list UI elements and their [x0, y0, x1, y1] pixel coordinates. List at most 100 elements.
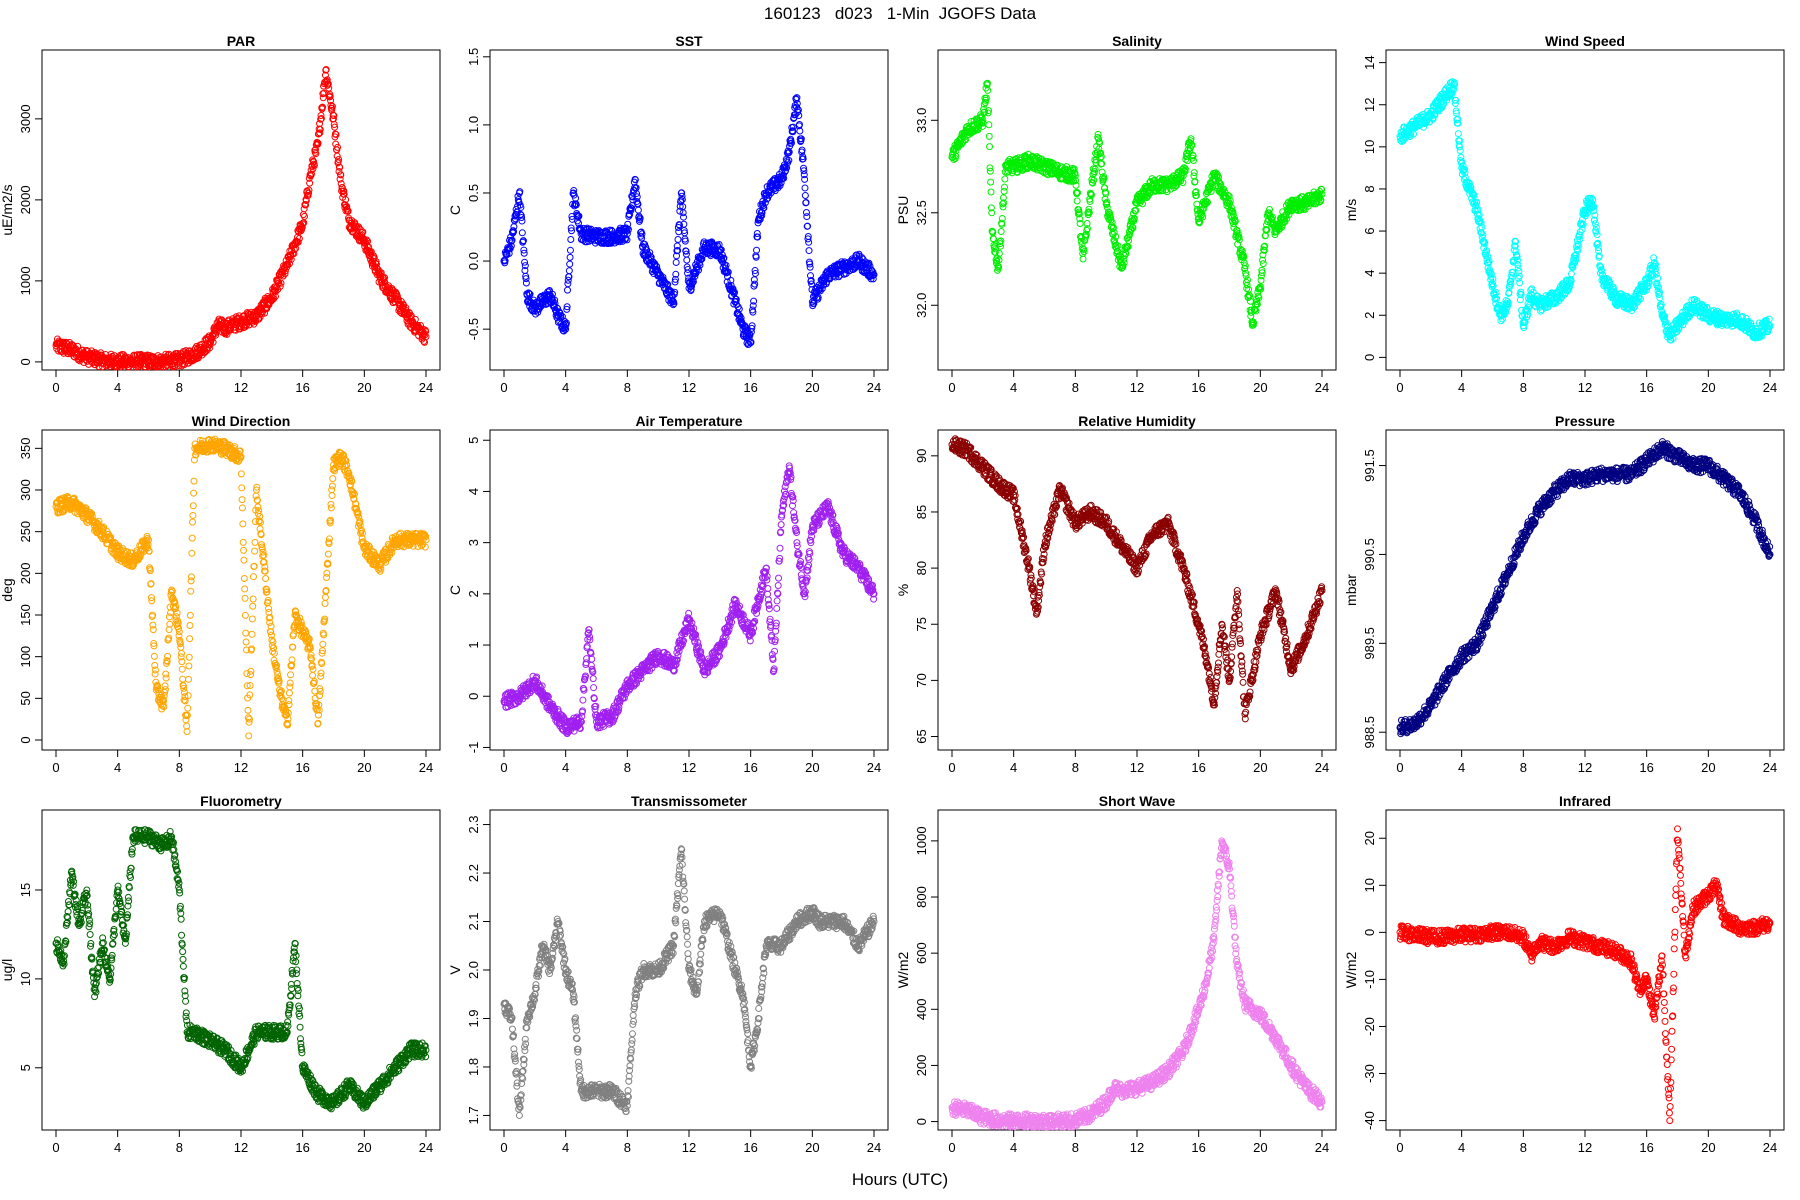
data-point	[242, 629, 250, 637]
data-point	[990, 235, 998, 243]
data-points	[500, 94, 878, 348]
data-point	[634, 206, 642, 214]
y-axis-label: PSU	[895, 196, 911, 225]
data-point	[281, 270, 289, 278]
data-point	[267, 297, 275, 305]
x-tick-label: 0	[1396, 380, 1403, 395]
data-point	[187, 573, 195, 581]
data-point	[294, 233, 302, 241]
x-tick-label: 0	[52, 760, 59, 775]
y-tick-label: 2	[1362, 312, 1377, 319]
x-tick-label: 8	[176, 760, 183, 775]
data-point	[239, 313, 247, 321]
chart-title: SST	[675, 33, 703, 49]
data-point	[336, 175, 344, 183]
data-point	[262, 575, 270, 583]
y-tick-label: 6	[1362, 227, 1377, 234]
data-point	[330, 121, 338, 129]
data-point	[987, 188, 995, 196]
data-point	[272, 292, 280, 300]
x-tick-label: 0	[500, 380, 507, 395]
data-point	[289, 643, 297, 651]
data-point	[753, 246, 761, 254]
data-point	[188, 549, 196, 557]
x-tick-label: 16	[743, 380, 757, 395]
data-point	[317, 112, 325, 120]
x-tick-label: 20	[357, 760, 371, 775]
x-tick-label: 12	[234, 380, 248, 395]
x-tick-label: 8	[1072, 380, 1079, 395]
x-tick-label: 16	[1639, 380, 1653, 395]
x-tick-label: 8	[624, 380, 631, 395]
data-point	[269, 638, 277, 646]
data-point	[206, 344, 214, 352]
y-tick-label: 10	[1362, 140, 1377, 154]
data-point	[250, 562, 258, 570]
data-point	[305, 189, 313, 197]
data-point	[256, 313, 264, 321]
data-point	[286, 679, 294, 687]
data-point	[316, 126, 324, 134]
data-point	[336, 163, 344, 171]
data-point	[1001, 175, 1009, 183]
data-point	[251, 316, 259, 324]
chart-title: Wind Speed	[1545, 33, 1625, 49]
data-point	[566, 260, 574, 268]
data-point	[565, 273, 573, 281]
data-point	[1101, 184, 1109, 192]
data-point	[238, 504, 246, 512]
data-point	[190, 489, 198, 497]
data-point	[679, 213, 687, 221]
data-point	[340, 187, 348, 195]
data-points	[52, 66, 430, 371]
data-point	[317, 115, 325, 123]
data-point	[187, 587, 195, 595]
data-point	[209, 338, 217, 346]
data-point	[183, 728, 191, 736]
x-tick-label: 12	[1578, 380, 1592, 395]
y-tick-label: 32.5	[914, 200, 929, 225]
data-point	[179, 675, 187, 683]
data-point	[248, 630, 256, 638]
y-tick-label: 3000	[18, 104, 33, 133]
x-tick-label: 20	[1253, 380, 1267, 395]
data-point	[318, 103, 326, 111]
chart-title: PAR	[227, 33, 256, 49]
data-point	[334, 143, 342, 151]
y-tick-label: 2000	[18, 185, 33, 214]
data-point	[244, 706, 252, 714]
data-point	[249, 595, 257, 603]
data-point	[804, 222, 812, 230]
data-point	[301, 212, 309, 220]
data-point	[1591, 220, 1599, 228]
data-point	[307, 166, 315, 174]
x-tick-label: 12	[1130, 380, 1144, 395]
y-tick-label: 0	[18, 358, 33, 365]
data-point	[287, 671, 295, 679]
data-point	[178, 649, 186, 657]
data-point	[801, 192, 809, 200]
data-point	[335, 155, 343, 163]
data-point	[317, 115, 325, 123]
data-point	[298, 223, 306, 231]
x-tick-label: 16	[1191, 380, 1205, 395]
data-point	[338, 184, 346, 192]
data-point	[1073, 197, 1081, 205]
data-point	[189, 511, 197, 519]
y-axis-label: uE/m2/s	[0, 184, 15, 235]
x-tick-label: 4	[562, 380, 569, 395]
data-point	[328, 102, 336, 110]
x-tick-label: 4	[1010, 380, 1017, 395]
data-point	[997, 228, 1005, 236]
data-point	[239, 538, 247, 546]
data-point	[316, 129, 324, 137]
data-point	[327, 101, 335, 109]
data-point	[564, 286, 572, 294]
data-point	[324, 80, 332, 88]
y-tick-label: 0	[1362, 354, 1377, 361]
y-tick-label: 1000	[18, 266, 33, 295]
data-point	[294, 238, 302, 246]
